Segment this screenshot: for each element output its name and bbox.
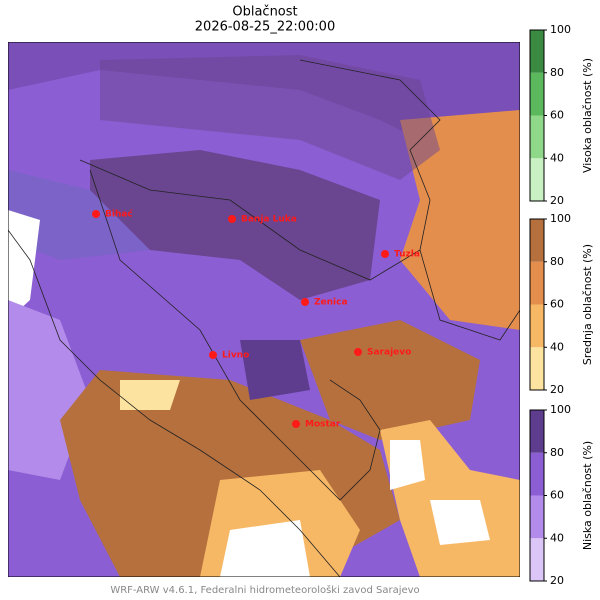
city-marker <box>209 351 217 359</box>
subtitle: 2026-08-25_22:00:00 <box>195 20 335 35</box>
city-marker <box>228 215 236 223</box>
colorbar-band <box>530 538 544 581</box>
colorbar-band <box>530 72 544 116</box>
colorbar-label: Srednja oblačnost (%) <box>581 244 594 365</box>
colorbar-tick-label: 40 <box>550 151 564 164</box>
city-marker <box>354 348 362 356</box>
colorbar-tick-label: 80 <box>550 255 564 268</box>
city-label: Sarajevo <box>367 348 411 358</box>
colorbar-label: Visoka oblačnost (%) <box>581 58 594 173</box>
cities: Bihać Banja Luka Tuzla Zenica Livno Sarajevo M… <box>92 209 420 430</box>
colorbar-tick-label: 100 <box>550 23 571 36</box>
city-marker <box>301 298 309 306</box>
colorbar-tick-label: 100 <box>550 403 571 416</box>
colorbar-tick-label: 40 <box>550 531 564 544</box>
map <box>8 42 520 577</box>
colorbar-tick-label: 20 <box>550 574 564 587</box>
city-label: Mostar <box>305 420 341 430</box>
colorbar-band <box>530 30 544 73</box>
footer: WRF-ARW v4.6.1, Federalni hidrometeorolo… <box>110 584 419 596</box>
colorbar-label: Niska oblačnost (%) <box>581 441 594 550</box>
colorbar-band <box>530 304 544 348</box>
title: Oblačnost <box>232 5 297 20</box>
city-marker <box>292 420 300 428</box>
colorbar-band <box>530 219 544 262</box>
colorbar-band <box>530 158 544 201</box>
colorbar-tick-label: 80 <box>550 446 564 459</box>
colorbar-band <box>530 410 544 453</box>
colorbar-tick-label: 20 <box>550 194 564 207</box>
colorbar-band <box>530 115 544 159</box>
colorbar-tick-label: 60 <box>550 489 564 502</box>
colorbar-band <box>530 261 544 305</box>
colorbar-tick-label: 80 <box>550 66 564 79</box>
city-label: Banja Luka <box>241 215 297 225</box>
city-label: Zenica <box>314 298 348 308</box>
colorbar-band <box>530 452 544 496</box>
colorbar-tick-label: 40 <box>550 340 564 353</box>
colorbar-band <box>530 495 544 539</box>
city-label: Bihać <box>105 209 133 220</box>
colorbars: 20 40 60 80 100 Visoka oblačnost (%) 20 40 60 80 1… <box>529 23 594 587</box>
colorbar-tick-label: 60 <box>550 109 564 122</box>
colorbar-band <box>530 347 544 390</box>
city-marker <box>381 250 389 258</box>
city-label: Tuzla <box>394 250 420 260</box>
city-label: Livno <box>222 351 249 361</box>
colorbar-tick-label: 20 <box>550 383 564 396</box>
colorbar-tick-label: 100 <box>550 212 571 225</box>
colorbar-tick-label: 60 <box>550 298 564 311</box>
city-marker <box>92 210 100 218</box>
